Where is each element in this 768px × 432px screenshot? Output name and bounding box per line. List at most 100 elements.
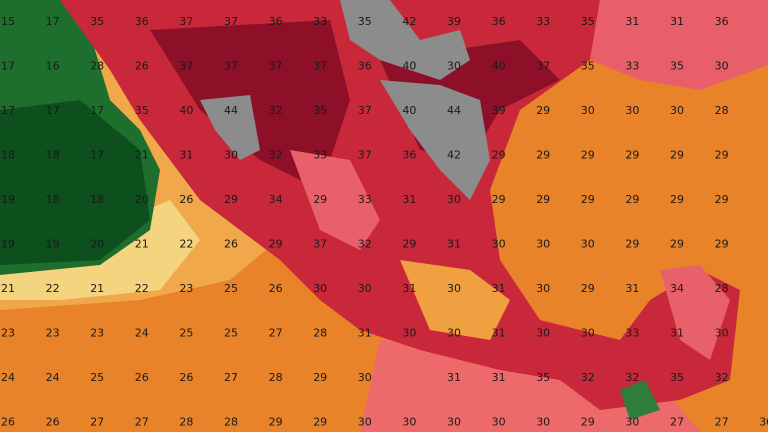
temperature-label: 19 [1, 193, 15, 206]
temperature-label: 25 [224, 282, 238, 295]
temperature-label: 32 [715, 371, 729, 384]
temperature-label: 20 [135, 193, 149, 206]
temperature-label: 35 [670, 371, 684, 384]
temperature-label: 24 [135, 327, 149, 340]
temperature-label: 37 [358, 149, 372, 162]
temperature-label: 18 [46, 193, 60, 206]
temperature-label: 29 [313, 416, 327, 429]
temperature-label: 23 [179, 282, 193, 295]
temperature-label: 25 [224, 327, 238, 340]
temperature-label: 28 [90, 60, 104, 73]
land-extreme-north [340, 0, 470, 80]
temperature-label: 39 [447, 15, 461, 28]
temperature-label: 30 [670, 104, 684, 117]
temperature-label: 30 [536, 416, 550, 429]
temperature-label: 20 [90, 238, 104, 251]
temperature-label: 31 [447, 371, 461, 384]
temperature-label: 29 [536, 104, 550, 117]
land-extreme-central [380, 80, 490, 200]
temperature-label: 29 [492, 193, 506, 206]
temperature-label: 42 [447, 149, 461, 162]
temperature-label: 31 [625, 282, 639, 295]
temperature-label: 31 [447, 238, 461, 251]
temperature-label: 23 [90, 327, 104, 340]
temperature-label: 35 [313, 104, 327, 117]
temperature-label: 32 [358, 238, 372, 251]
temperature-label: 28 [313, 327, 327, 340]
temperature-label: 22 [179, 238, 193, 251]
temperature-label: 30 [447, 60, 461, 73]
temperature-label: 37 [313, 60, 327, 73]
temperature-label: 30 [358, 371, 372, 384]
temperature-label: 21 [1, 282, 15, 295]
temperature-label: 25 [90, 371, 104, 384]
temperature-label: 22 [46, 282, 60, 295]
temperature-label: 35 [90, 15, 104, 28]
temperature-label: 30 [715, 327, 729, 340]
temperature-label: 28 [269, 371, 283, 384]
temperature-label: 32 [269, 149, 283, 162]
temperature-label: 16 [46, 60, 60, 73]
temperature-labels: 15 17 35 36 37 37 36 33 35 42 39 36 33 35 31 31 36 17 16 28… [1, 15, 768, 429]
temperature-label: 33 [313, 149, 327, 162]
temperature-label: 28 [224, 416, 238, 429]
temperature-label: 35 [358, 15, 372, 28]
temperature-label: 23 [1, 327, 15, 340]
temperature-label: 30 [492, 416, 506, 429]
temperature-label: 30 [447, 282, 461, 295]
temperature-label: 30 [581, 327, 595, 340]
pacific-coldest-zone [0, 100, 150, 265]
temperature-label: 29 [715, 238, 729, 251]
temperature-label: 21 [90, 282, 104, 295]
temperature-label: 22 [135, 282, 149, 295]
temperature-label: 31 [625, 15, 639, 28]
temperature-label: 44 [224, 104, 238, 117]
temperature-label: 29 [313, 193, 327, 206]
temperature-label: 28 [715, 104, 729, 117]
temperature-label: 35 [536, 371, 550, 384]
temperature-label: 17 [1, 60, 15, 73]
temperature-label: 37 [536, 60, 550, 73]
temperature-label: 26 [179, 371, 193, 384]
temperature-label: 40 [492, 60, 506, 73]
temperature-label: 37 [224, 60, 238, 73]
temperature-label: 29 [269, 416, 283, 429]
temperature-label: 36 [358, 60, 372, 73]
temperature-label: 27 [135, 416, 149, 429]
temperature-label: 32 [581, 371, 595, 384]
temperature-label: 37 [224, 15, 238, 28]
temperature-label: 17 [46, 104, 60, 117]
temperature-label: 30 [759, 416, 768, 429]
temperature-label: 26 [269, 282, 283, 295]
temperature-label: 27 [90, 416, 104, 429]
temperature-label: 29 [402, 238, 416, 251]
temperature-label: 30 [625, 104, 639, 117]
temperature-label: 29 [492, 149, 506, 162]
temperature-label: 29 [670, 149, 684, 162]
temperature-label: 30 [358, 416, 372, 429]
temperature-label: 35 [670, 60, 684, 73]
temperature-label: 15 [1, 15, 15, 28]
temperature-label: 24 [1, 371, 15, 384]
temperature-label: 28 [179, 416, 193, 429]
temperature-label: 30 [224, 149, 238, 162]
temperature-label: 29 [670, 238, 684, 251]
temperature-label: 30 [402, 416, 416, 429]
temperature-label: 40 [402, 104, 416, 117]
temperature-label: 37 [269, 60, 283, 73]
temperature-label: 25 [179, 327, 193, 340]
temperature-label: 18 [90, 193, 104, 206]
temperature-label: 27 [269, 327, 283, 340]
temperature-label: 28 [715, 282, 729, 295]
temperature-label: 36 [135, 15, 149, 28]
temperature-label: 30 [536, 327, 550, 340]
land-mild-highlands [400, 260, 510, 340]
temperature-label: 31 [402, 193, 416, 206]
temperature-label: 21 [135, 149, 149, 162]
temperature-label: 29 [581, 149, 595, 162]
temperature-label: 30 [402, 327, 416, 340]
temperature-label: 30 [581, 238, 595, 251]
temperature-label: 33 [358, 193, 372, 206]
temperature-label: 30 [447, 416, 461, 429]
temperature-label: 27 [670, 416, 684, 429]
